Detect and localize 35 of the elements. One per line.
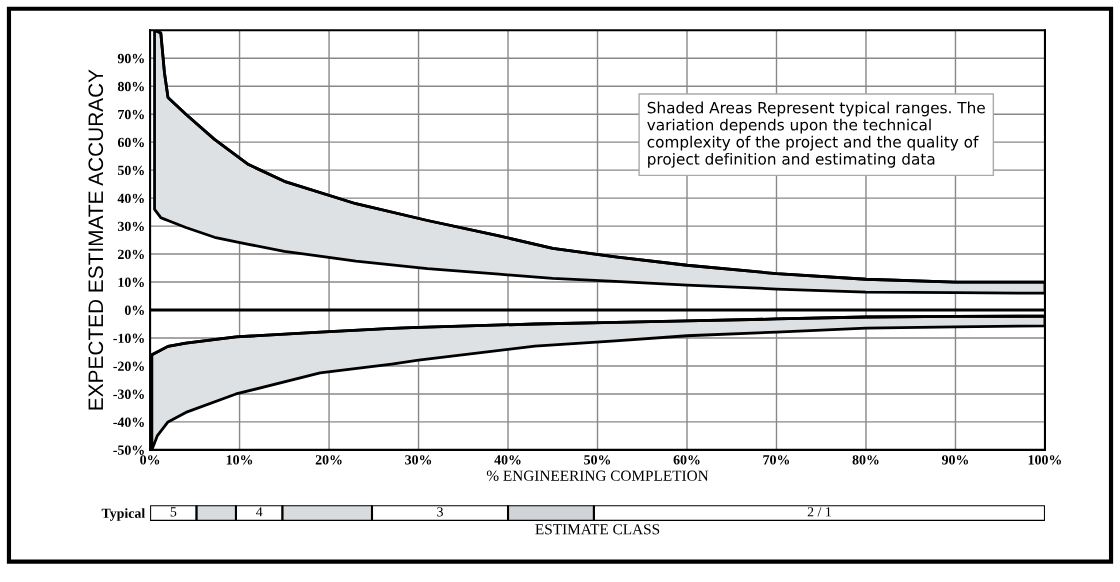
- y-tick-label: -30%: [113, 389, 144, 399]
- y-tick-label: 40%: [117, 193, 144, 204]
- series-label: 4: [256, 507, 263, 517]
- x-tick-label: 50%: [584, 455, 611, 465]
- y-tick-label: -50%: [113, 445, 144, 455]
- y-tick-label: 30%: [117, 221, 144, 232]
- y-tick-label: 90%: [117, 53, 144, 64]
- x-tick-label: 70%: [763, 455, 790, 465]
- y-tick-label: -20%: [113, 361, 144, 371]
- series-label: 2 / 1: [807, 507, 831, 517]
- x-tick-label: 80%: [852, 455, 879, 465]
- y-tick-label: -40%: [113, 417, 144, 427]
- y-tick-label: 0%: [124, 305, 144, 316]
- y-tick-label: 70%: [118, 109, 144, 120]
- x-axis-title: % ENGINEERING COMPLETION: [486, 470, 709, 481]
- x-tick-label: 30%: [405, 455, 432, 465]
- x-tick-label: 0%: [140, 455, 160, 465]
- x-tick-label: 60%: [673, 455, 700, 465]
- x-tick-label: 100%: [1028, 455, 1062, 465]
- x-tick-label: 10%: [226, 455, 253, 465]
- y-tick-label: 60%: [117, 137, 144, 148]
- y-tick-label: 20%: [118, 249, 144, 260]
- y-tick-label: 50%: [118, 165, 144, 176]
- x-tick-label: 20%: [315, 455, 342, 465]
- series-label: 5: [170, 507, 177, 517]
- y-tick-label: -10%: [113, 333, 144, 343]
- y-axis-title: EXPECTED ESTIMATE ACCURACY: [88, 69, 104, 410]
- y-tick-label: 10%: [118, 277, 144, 288]
- series-label: 3: [437, 507, 443, 517]
- y-tick-label: 80%: [117, 81, 144, 92]
- x-tick-label: 90%: [941, 455, 969, 465]
- y-tick-label: Typical: [101, 508, 145, 521]
- x-tick-label: 40%: [494, 455, 521, 465]
- annotation: Shaded Areas Represent typical ranges. The variation depends upon the technical complexity of the project and the quality of project definition and estimating data: [647, 101, 985, 168]
- x-axis-title: ESTIMATE CLASS: [535, 524, 660, 535]
